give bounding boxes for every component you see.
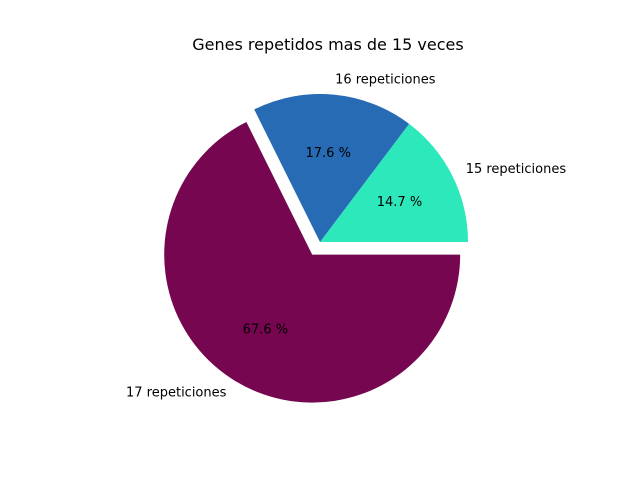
pie-slice-1 (320, 123, 469, 242)
chart-title: Genes repetidos mas de 15 veces (192, 35, 463, 54)
slice-percent-2: 17.6 % (306, 146, 351, 161)
slice-label-2: 16 repeticiones (335, 72, 436, 87)
pie-slices (164, 94, 469, 403)
pie-slice-3 (164, 122, 461, 403)
slice-label-1: 15 repeticiones (466, 162, 567, 177)
slice-percent-3: 67.6 % (243, 323, 288, 338)
slice-label-3: 17 repeticiones (126, 385, 227, 400)
pie-slice-2 (254, 94, 410, 242)
slice-percent-1: 14.7 % (377, 195, 422, 210)
pie-labels: 15 repeticiones 14.7 % 16 repeticiones 17.6… (126, 72, 566, 400)
